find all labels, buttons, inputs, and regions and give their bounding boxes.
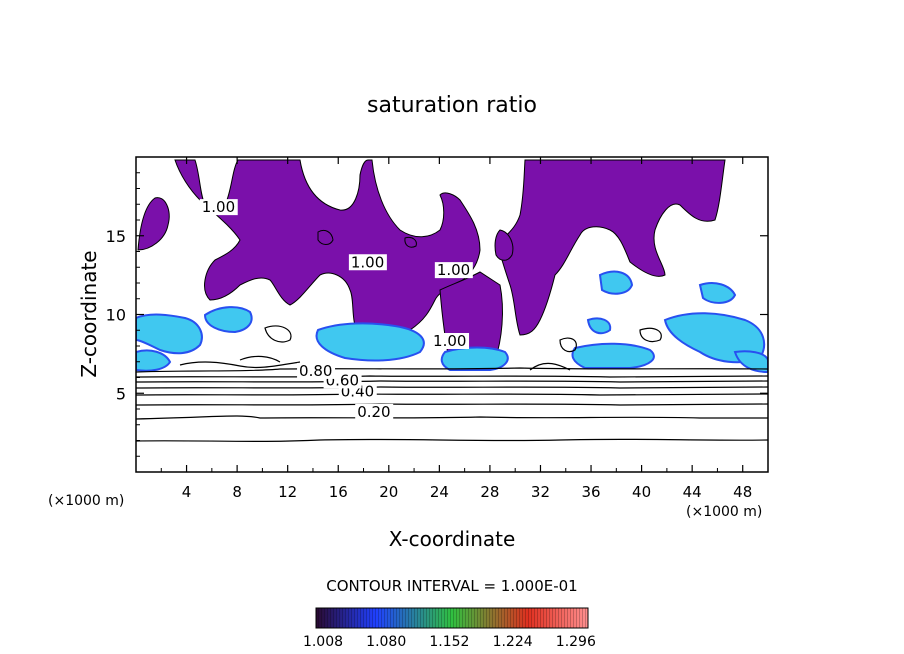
x-axis: 4 8 12 16 20 24 28 32 36 40 44 48 [160,157,752,501]
y-tick-label: 5 [116,384,126,403]
contour-label: 1.00 [433,332,466,350]
contour-label: 0.20 [357,403,390,421]
colorbar-hatch [316,608,588,628]
contour-label: 1.00 [202,198,235,216]
x-unit-label: (×1000 m) [686,504,762,520]
contour-labels: 0.200.400.600.801.001.00 1.001.00 [199,198,473,421]
contour-label: 1.00 [437,261,470,279]
x-tick-label: 4 [182,483,192,501]
contour-interval-text: CONTOUR INTERVAL = 1.000E-01 [326,577,577,595]
x-tick-label: 40 [632,483,651,501]
x-tick-label: 8 [232,483,242,501]
x-tick-label: 28 [480,483,499,501]
cloud-region-light-blue [136,270,768,374]
contour-label: 1.00 [351,253,384,271]
contour-label-bg [348,254,387,271]
contour-label-bg [297,362,336,379]
colorbar: 1.008 1.080 1.152 1.224 1.296 [303,607,596,650]
colorbar-tick-label: 1.008 [303,634,343,650]
plot-area [136,159,768,442]
y-tick-label: 10 [106,306,126,325]
y-axis: 5 10 15 [106,172,768,457]
x-tick-label: 32 [531,483,550,501]
x-tick-label: 24 [430,483,449,501]
colorbar-frame [315,607,589,629]
colorbar-tick-label: 1.224 [493,634,533,650]
chart-title: saturation ratio [367,93,537,118]
x-tick-label: 36 [581,483,600,501]
contour-label-bg [431,333,470,349]
x-tick-label: 20 [379,483,398,501]
x-tick-label: 48 [733,483,752,501]
x-tick-label: 12 [278,483,297,501]
contour-label-bg [199,199,238,216]
x-tick-label: 44 [683,483,702,501]
x-tick-label: 16 [329,483,348,501]
contour-label-bg [434,262,473,279]
colorbar-ticks: 1.008 1.080 1.152 1.224 1.296 [303,634,596,650]
x-axis-label: X-coordinate [389,527,516,551]
y-tick-label: 15 [106,227,126,246]
y-axis-label: Z-coordinate [77,250,101,377]
colorbar-tick-label: 1.296 [556,634,596,650]
supersaturated-region [137,159,726,366]
contour-label: 0.80 [299,362,332,380]
colorbar-tick-label: 1.080 [366,634,406,650]
contour-label-bg [355,403,394,420]
colorbar-tick-label: 1.152 [429,634,469,650]
z-unit-label: (×1000 m) [48,493,124,509]
